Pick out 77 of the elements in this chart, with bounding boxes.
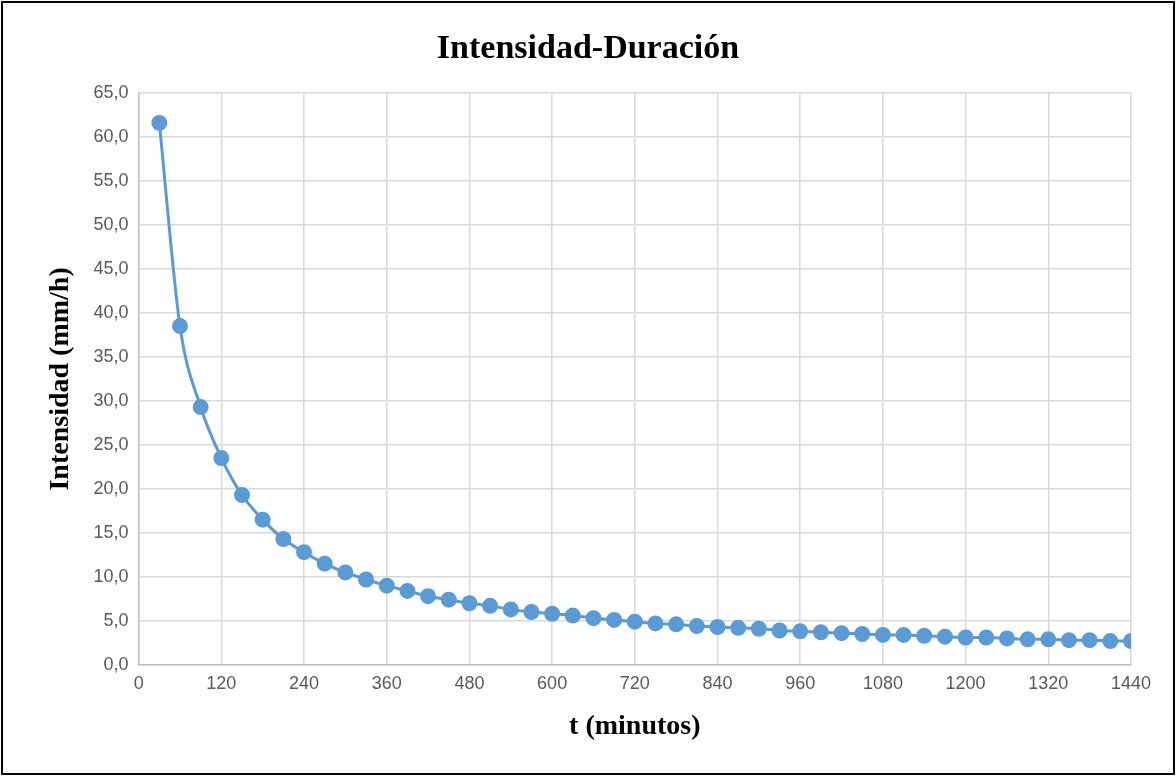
point <box>564 607 581 624</box>
y-tick-label: 55,0 <box>93 169 129 190</box>
y-tick-label: 20,0 <box>93 477 129 498</box>
point <box>606 611 623 628</box>
x-tick-label: 1320 <box>1028 672 1069 693</box>
y-tick-label: 10,0 <box>93 565 129 586</box>
y-tick-label: 5,0 <box>103 609 129 630</box>
point <box>358 571 375 588</box>
x-tick-label: 840 <box>702 672 733 693</box>
point <box>420 588 437 605</box>
point <box>750 620 767 637</box>
x-tick-label: 240 <box>289 672 320 693</box>
x-tick-label: 1200 <box>945 672 986 693</box>
y-tick-label: 15,0 <box>93 521 129 542</box>
point <box>936 628 953 645</box>
point <box>482 597 499 614</box>
point <box>895 626 912 643</box>
point <box>792 623 809 640</box>
y-tick-label: 0,0 <box>103 653 129 674</box>
point <box>399 582 416 599</box>
point <box>1081 632 1098 649</box>
point <box>626 613 643 630</box>
point <box>1019 631 1036 648</box>
x-tick-label: 960 <box>785 672 816 693</box>
point <box>874 626 891 643</box>
x-tick-label: 1440 <box>1110 672 1152 693</box>
y-tick-label: 60,0 <box>93 125 129 146</box>
y-tick-label: 30,0 <box>93 389 129 410</box>
y-tick-label: 35,0 <box>93 345 129 366</box>
x-axis-title: t (minutos) <box>569 709 701 741</box>
x-tick-label: 480 <box>454 672 485 693</box>
point <box>585 610 602 627</box>
y-tick-label: 25,0 <box>93 433 129 454</box>
point <box>337 564 354 581</box>
y-tick-label: 65,0 <box>93 81 129 102</box>
point <box>234 487 251 504</box>
x-tick-label: 1080 <box>862 672 903 693</box>
point <box>957 629 974 646</box>
y-tick-label: 45,0 <box>93 257 129 278</box>
point <box>709 618 726 635</box>
point <box>502 601 519 618</box>
point <box>730 619 747 636</box>
y-axis-title: Intensidad (mm/h) <box>43 267 75 491</box>
point <box>812 624 829 641</box>
point <box>998 630 1015 647</box>
y-tick-label: 40,0 <box>93 301 129 322</box>
point <box>916 627 933 644</box>
point <box>378 577 395 594</box>
point <box>771 622 788 639</box>
x-tick-label: 360 <box>371 672 402 693</box>
point <box>296 544 313 561</box>
point <box>192 399 209 416</box>
point <box>254 511 271 528</box>
point <box>688 618 705 635</box>
point <box>275 531 292 547</box>
x-tick-label: 120 <box>206 672 237 693</box>
point <box>1040 631 1057 648</box>
point <box>1102 633 1119 650</box>
point <box>544 605 561 622</box>
point <box>316 555 333 572</box>
point <box>647 615 664 632</box>
point <box>523 604 540 621</box>
chart-title: Intensidad-Duración <box>435 28 741 66</box>
point <box>213 450 230 467</box>
x-tick-label: 720 <box>619 672 650 693</box>
point <box>668 616 685 633</box>
point <box>171 318 188 335</box>
x-tick-label: 0 <box>133 672 144 693</box>
point <box>1060 632 1077 649</box>
point <box>151 114 168 131</box>
x-tick-label: 600 <box>537 672 568 693</box>
point <box>461 595 478 612</box>
y-tick-label: 50,0 <box>93 213 129 234</box>
point <box>833 625 850 642</box>
point <box>978 629 995 646</box>
point <box>854 626 871 643</box>
point <box>440 591 457 608</box>
